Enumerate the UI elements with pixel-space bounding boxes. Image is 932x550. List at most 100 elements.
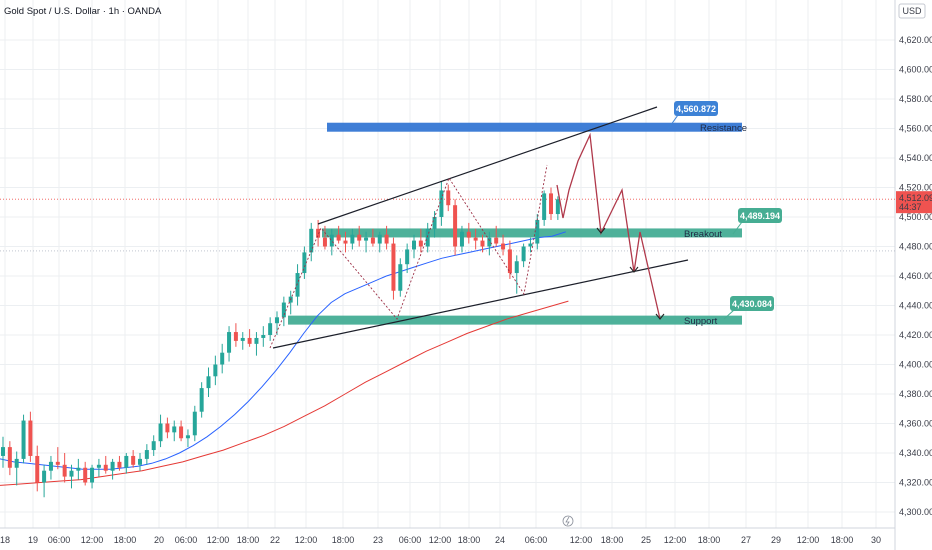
lightning-icon[interactable] [562,515,574,527]
x-tick-label: 24 [495,535,505,545]
candle[interactable] [172,420,177,442]
candle[interactable] [275,311,279,335]
candle[interactable] [199,382,204,418]
candle[interactable] [35,445,40,492]
candle[interactable] [179,420,184,442]
candle[interactable] [501,234,506,256]
candle[interactable] [21,414,26,464]
breakout-callout[interactable] [738,208,782,223]
resistance-callout-label: 4,560.872 [676,104,716,114]
upper-trendline[interactable] [317,106,658,225]
candle[interactable] [487,231,492,256]
candle[interactable] [96,458,101,477]
candle[interactable] [350,228,355,250]
candle[interactable] [42,464,47,498]
candle[interactable] [398,258,403,297]
candle[interactable] [412,234,416,259]
projection-path [556,132,661,320]
candle[interactable] [357,225,362,247]
candle[interactable] [268,317,273,341]
candle[interactable] [473,228,478,250]
candle[interactable] [542,190,547,226]
candle[interactable] [466,222,471,244]
resistance-callout[interactable] [674,101,718,116]
candle[interactable] [62,453,67,483]
candle[interactable] [48,455,53,480]
candle[interactable] [439,181,444,226]
currency-box[interactable] [898,3,926,19]
lower-trendline[interactable] [272,259,689,349]
candle[interactable] [158,414,163,448]
candle[interactable] [309,222,314,262]
candle[interactable] [1,436,5,468]
candle[interactable] [364,231,369,253]
candle[interactable] [110,458,115,480]
candle[interactable] [322,225,327,250]
candle[interactable] [295,264,300,306]
candle[interactable] [83,461,88,486]
candle[interactable] [405,243,410,274]
candle[interactable] [213,355,218,386]
candle-body [514,261,519,274]
candle[interactable] [453,199,458,256]
candle[interactable] [329,228,334,256]
candle[interactable] [432,211,437,238]
candle[interactable] [240,332,245,350]
candle[interactable] [555,196,560,220]
candle[interactable] [7,441,12,476]
candle[interactable] [336,225,341,244]
support-callout[interactable] [730,296,774,311]
candle[interactable] [507,240,512,279]
candle[interactable] [165,417,170,439]
candle[interactable] [391,237,396,300]
candle[interactable] [418,228,423,253]
candle[interactable] [192,405,197,442]
candle[interactable] [425,222,430,253]
candle[interactable] [55,447,60,470]
candle[interactable] [124,453,129,474]
candle[interactable] [206,367,211,397]
candle[interactable] [459,225,464,253]
candle[interactable] [514,255,519,294]
candle[interactable] [220,343,225,374]
candle-body [309,228,314,253]
candle-body [138,458,142,465]
candle[interactable] [90,464,95,489]
candle[interactable] [151,435,156,456]
candle[interactable] [227,326,232,362]
resistance-callout-leader [667,114,679,130]
candle[interactable] [117,455,122,471]
candle[interactable] [144,444,149,465]
candle[interactable] [302,246,307,279]
candle[interactable] [14,451,19,486]
candle[interactable] [76,458,81,480]
candle[interactable] [103,455,108,474]
candle[interactable] [446,184,451,212]
candle[interactable] [480,234,485,253]
candle[interactable] [521,243,526,268]
candle[interactable] [247,329,252,347]
y-tick-label: 4,400.000 [899,360,932,370]
candle[interactable] [28,411,33,462]
candle[interactable] [69,464,74,489]
candle[interactable] [494,225,499,247]
candle[interactable] [261,326,266,347]
candle[interactable] [377,231,382,253]
candle[interactable] [528,237,533,253]
projection-arrow-head [596,227,606,234]
candle[interactable] [254,332,259,356]
candle[interactable] [384,225,389,250]
candle[interactable] [370,228,375,247]
candle[interactable] [138,453,142,471]
y-tick-label: 4,520.000 [899,183,932,193]
candle-body [144,450,149,459]
candle-body [83,467,88,483]
candle[interactable] [185,429,190,448]
candle[interactable] [131,450,136,468]
candle[interactable] [233,323,238,347]
candle[interactable] [281,296,286,327]
candle[interactable] [343,231,348,253]
candle[interactable] [549,187,553,220]
candle[interactable] [316,219,321,247]
